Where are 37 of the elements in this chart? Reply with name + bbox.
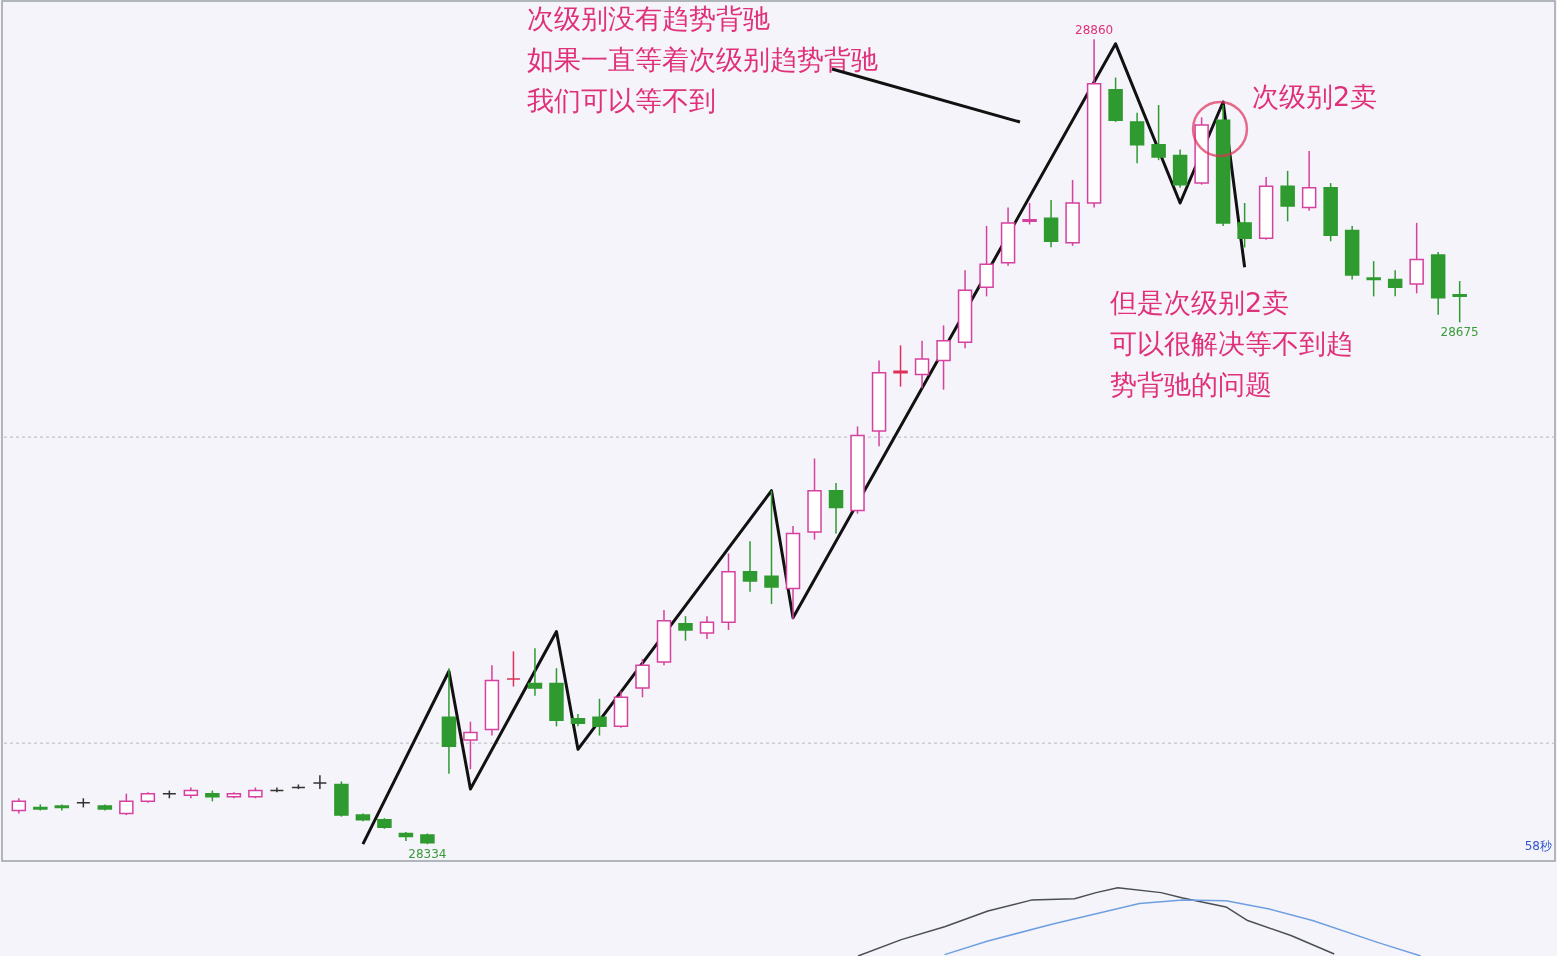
annotation: 势背驰的问题	[1110, 369, 1272, 400]
candlestick	[742, 540, 758, 593]
candlestick	[1452, 280, 1467, 324]
annotation: 次级别没有趋势背驰	[527, 3, 770, 34]
candlestick	[678, 615, 693, 642]
candlestick	[1022, 202, 1037, 226]
candlestick	[828, 482, 844, 535]
candlestick	[979, 225, 994, 298]
candlestick	[764, 489, 779, 605]
text: 58秒	[1524, 839, 1552, 853]
candlestick	[699, 615, 715, 640]
candlestick	[914, 339, 930, 389]
candlestick	[1366, 260, 1381, 298]
candlestick	[635, 658, 650, 699]
candlestick	[463, 721, 478, 770]
annotation: 28860	[1075, 23, 1114, 38]
candlestick	[1301, 150, 1317, 212]
annotation: 次级别2卖	[1252, 81, 1378, 112]
annotation: 但是次级别2卖	[1110, 287, 1290, 318]
candlestick	[1151, 104, 1166, 161]
candlestick	[527, 647, 543, 697]
annotation: 28675	[1440, 325, 1479, 340]
candlestick	[1280, 170, 1295, 223]
candlestick	[1043, 199, 1059, 249]
candlestick	[592, 698, 607, 737]
annotation: 如果一直等着次级别趋势背驰	[527, 44, 878, 75]
annotation: 28334	[408, 847, 447, 862]
candlestick	[312, 774, 328, 790]
candlestick	[1387, 269, 1403, 298]
candlestick	[506, 650, 521, 688]
candlestick	[1129, 111, 1145, 164]
annotation: 可以很解决等不到趋	[1110, 328, 1353, 359]
candlestick	[936, 324, 951, 391]
annotation: 我们可以等不到	[527, 85, 716, 116]
candlestick	[1237, 202, 1252, 249]
candlestick	[119, 792, 134, 816]
candlestick	[893, 344, 908, 388]
